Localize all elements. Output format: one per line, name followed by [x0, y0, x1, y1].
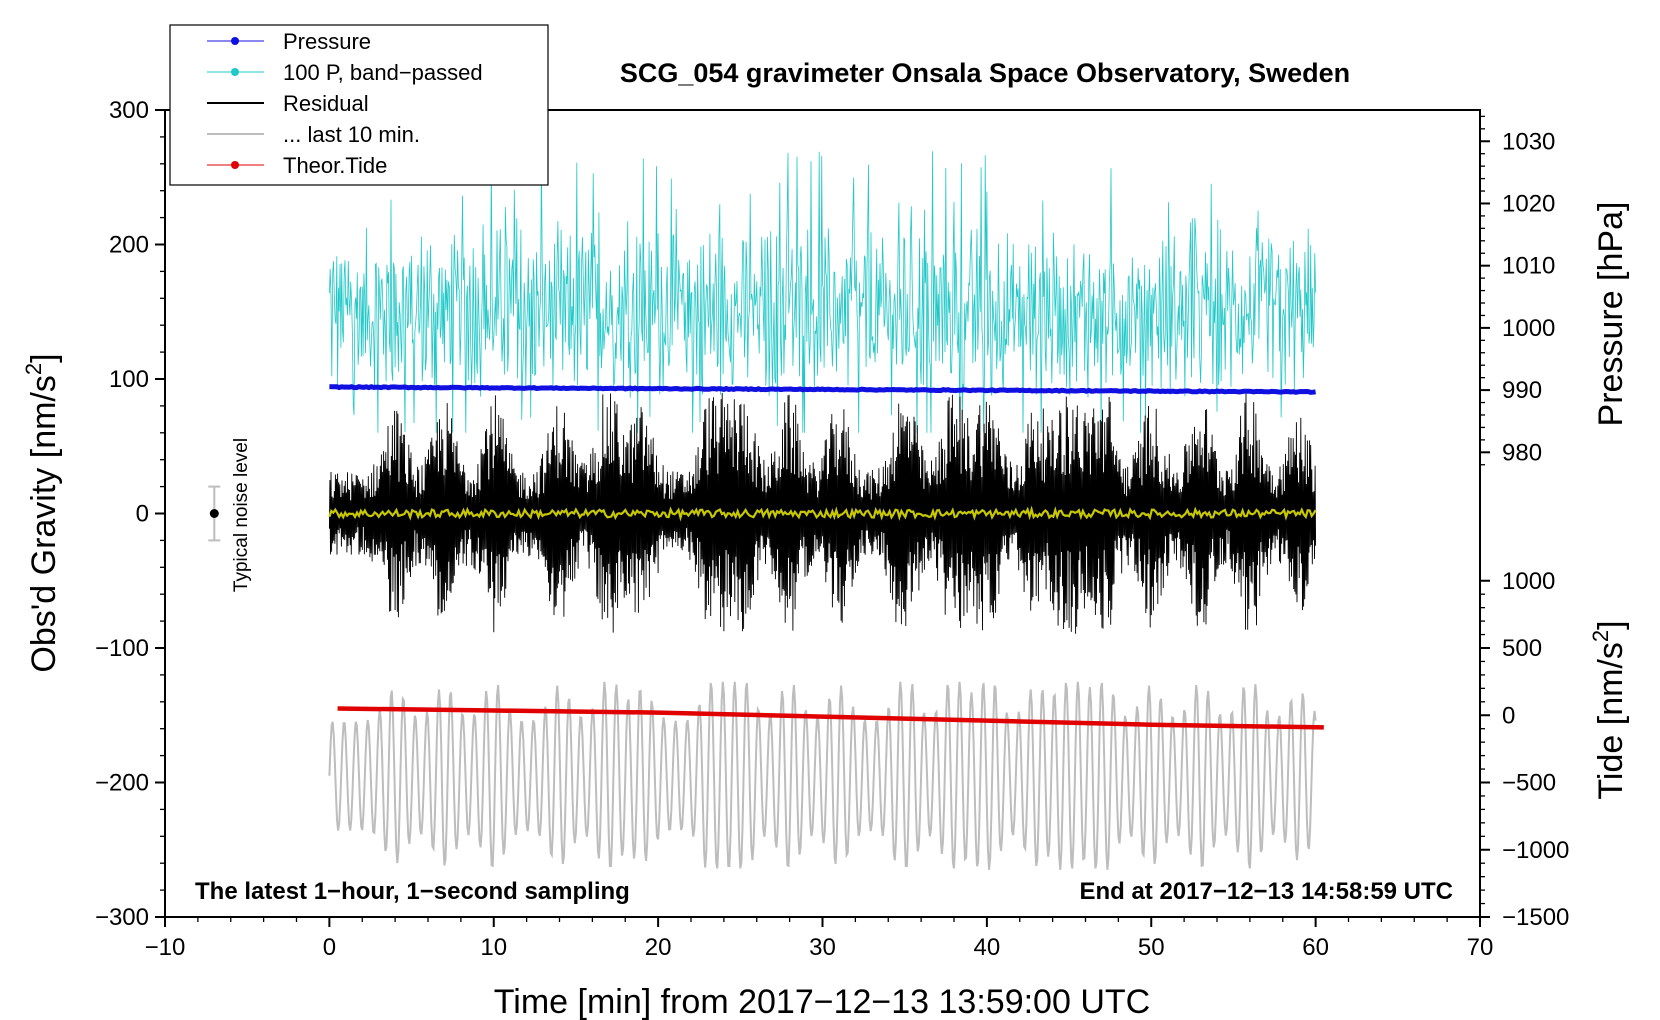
legend-label: Residual — [283, 91, 369, 116]
legend-swatch-marker — [231, 68, 239, 76]
y-axis-right-tide: −1500 −1000 −500 0 500 1000 — [1480, 568, 1569, 931]
pressure-tick-label: 1030 — [1502, 128, 1555, 155]
tide-line — [337, 706, 1324, 730]
chart-title: SCG_054 gravimeter Onsala Space Observat… — [620, 58, 1350, 88]
pressure-tick-label: 1020 — [1502, 190, 1555, 217]
y-left-tick-label: −200 — [95, 770, 149, 797]
y-axis-right-pressure-title: Pressure [hPa] — [1592, 202, 1630, 427]
x-tick-label: 70 — [1467, 934, 1494, 961]
series-pressure — [329, 384, 1317, 395]
legend-swatch-marker — [231, 161, 239, 169]
tide-tick-label: −1500 — [1502, 904, 1569, 931]
tide-tick-label: −500 — [1502, 770, 1556, 797]
series-filtered-residual — [328, 505, 1317, 522]
annotation-right: End at 2017−12−13 14:58:59 UTC — [1079, 878, 1453, 905]
band-passed-line — [329, 150, 1316, 433]
legend-label: Theor.Tide — [283, 153, 387, 178]
y-left-tick-label: 100 — [109, 366, 149, 393]
legend: Pressure 100 P, band−passed Residual ... la… — [169, 24, 549, 186]
x-tick-label: 0 — [323, 934, 336, 961]
noise-bar-center — [209, 509, 219, 518]
residual-line — [328, 392, 1317, 634]
legend-swatch-marker — [231, 37, 239, 45]
x-tick-label: −10 — [145, 934, 186, 961]
y-left-tick-label: 0 — [136, 501, 149, 528]
noise-label: Typical noise level — [231, 438, 252, 592]
last-10-min-line — [328, 681, 1317, 870]
filtered-line — [328, 505, 1317, 522]
legend-box — [169, 24, 549, 186]
legend-label: ... last 10 min. — [283, 122, 420, 147]
pressure-tick-label: 1010 — [1502, 253, 1555, 280]
series-band-passed-pressure — [329, 150, 1316, 433]
series-last-10-min — [328, 681, 1317, 870]
annotation-left: The latest 1−hour, 1−second sampling — [195, 878, 630, 905]
tide-tick-label: 500 — [1502, 635, 1542, 662]
pressure-tick-label: 1000 — [1502, 315, 1555, 342]
x-tick-label: 20 — [645, 934, 672, 961]
y-axis-left: −300 −200 −100 0 100 200 300 — [95, 97, 165, 931]
x-tick-label: 10 — [480, 934, 507, 961]
y-left-tick-label: −300 — [95, 904, 149, 931]
y-axis-left-title: Obs'd Gravity [nm/s2] — [21, 353, 63, 672]
legend-label: 100 P, band−passed — [283, 60, 483, 85]
series-residual — [328, 392, 1317, 634]
pressure-tick-label: 990 — [1502, 377, 1542, 404]
x-tick-label: 50 — [1138, 934, 1165, 961]
x-tick-label: 60 — [1302, 934, 1329, 961]
series-theor-tide — [337, 706, 1324, 730]
x-axis: −10 0 10 20 30 40 50 60 70 — [145, 917, 1494, 961]
legend-label: Pressure — [283, 29, 371, 54]
y-axis-right-tide-title: Tide [nm/s2] — [1588, 620, 1630, 799]
x-axis-title: Time [min] from 2017−12−13 13:59:00 UTC — [494, 983, 1150, 1020]
y-left-tick-label: 200 — [109, 232, 149, 259]
y-left-tick-label: 300 — [109, 97, 149, 124]
y-left-tick-label: −100 — [95, 635, 149, 662]
tide-tick-label: 0 — [1502, 702, 1515, 729]
tide-tick-label: 1000 — [1502, 568, 1555, 595]
tide-tick-label: −1000 — [1502, 837, 1569, 864]
pressure-tick-label: 980 — [1502, 439, 1542, 466]
y-axis-right-pressure: 980 990 1000 1010 1020 1030 — [1480, 115, 1555, 466]
x-tick-label: 30 — [809, 934, 836, 961]
x-tick-label: 40 — [974, 934, 1001, 961]
pressure-line — [329, 384, 1317, 395]
noise-level-bar — [208, 485, 221, 542]
